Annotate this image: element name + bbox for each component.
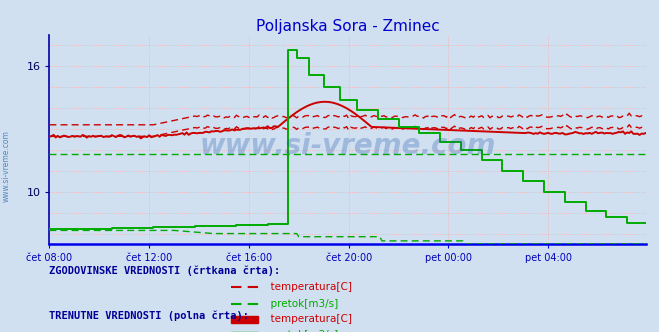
- Text: www.si-vreme.com: www.si-vreme.com: [2, 130, 11, 202]
- Text: TRENUTNE VREDNOSTI (polna črta):: TRENUTNE VREDNOSTI (polna črta):: [49, 310, 249, 321]
- Title: Poljanska Sora - Zminec: Poljanska Sora - Zminec: [256, 19, 440, 34]
- Text: pretok[m3/s]: pretok[m3/s]: [264, 299, 338, 309]
- Text: ZGODOVINSKE VREDNOSTI (črtkana črta):: ZGODOVINSKE VREDNOSTI (črtkana črta):: [49, 266, 281, 276]
- Text: temperatura[C]: temperatura[C]: [264, 314, 352, 324]
- Text: www.si-vreme.com: www.si-vreme.com: [200, 132, 496, 160]
- Text: temperatura[C]: temperatura[C]: [264, 282, 352, 292]
- Text: pretok[m3/s]: pretok[m3/s]: [264, 330, 338, 332]
